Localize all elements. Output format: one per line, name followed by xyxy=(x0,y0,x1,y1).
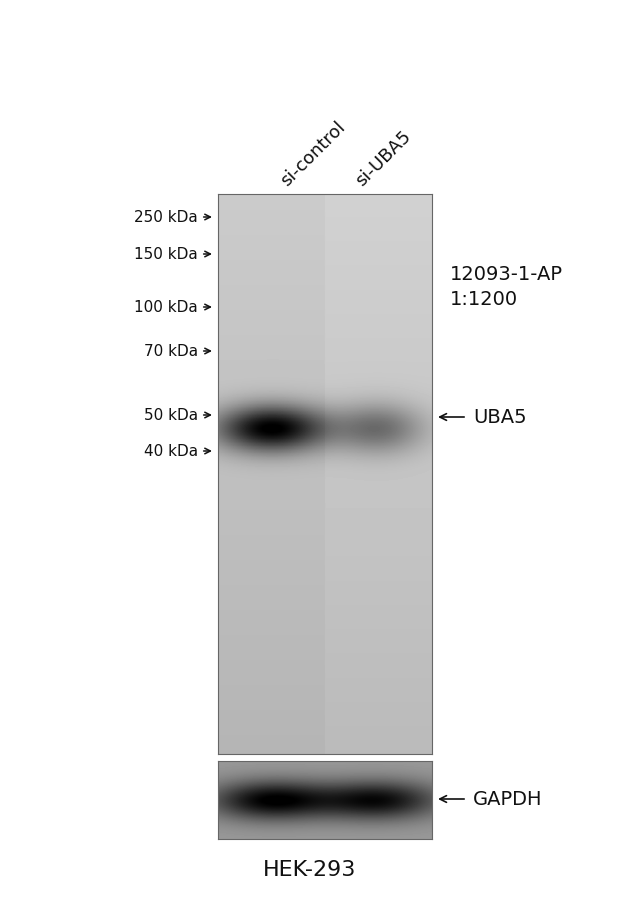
Text: 150 kDa: 150 kDa xyxy=(134,247,198,262)
Text: si-control: si-control xyxy=(277,118,349,189)
Text: HEK-293: HEK-293 xyxy=(263,859,357,879)
Text: UBA5: UBA5 xyxy=(473,408,527,427)
Text: GAPDH: GAPDH xyxy=(473,789,543,808)
Text: 50 kDa: 50 kDa xyxy=(144,408,198,423)
Text: 12093-1-AP
1:1200: 12093-1-AP 1:1200 xyxy=(450,264,563,308)
Text: 40 kDa: 40 kDa xyxy=(144,444,198,459)
Text: si-UBA5: si-UBA5 xyxy=(352,127,415,189)
Text: 250 kDa: 250 kDa xyxy=(134,210,198,226)
Text: WWW.PTGLAB.COM: WWW.PTGLAB.COM xyxy=(230,463,240,576)
Text: 100 kDa: 100 kDa xyxy=(134,300,198,315)
Text: 70 kDa: 70 kDa xyxy=(144,345,198,359)
